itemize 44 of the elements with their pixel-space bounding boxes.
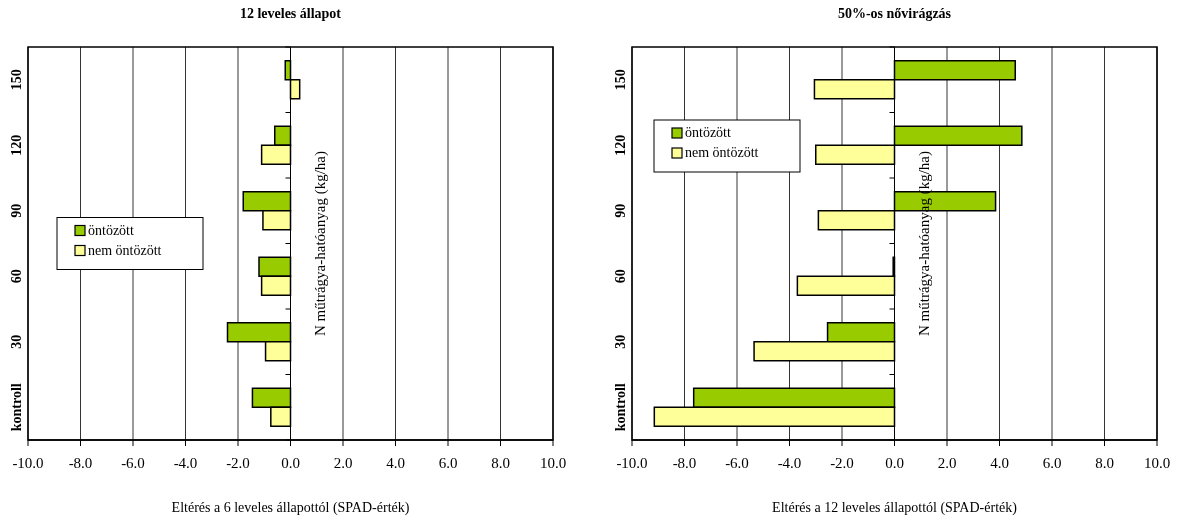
x-axis-title: Eltérés a 12 leveles állapottól (SPAD-érték) <box>772 500 1018 516</box>
x-tick-label: 6.0 <box>438 455 458 471</box>
y-tick-label: kontroll <box>612 383 628 432</box>
y-tick-label: kontroll <box>8 383 24 432</box>
y-tick-label: 150 <box>612 69 628 91</box>
chart-title: 50%-os nővirágzás <box>837 6 952 21</box>
y-tick-label: 90 <box>612 203 628 218</box>
x-tick-label: -2.0 <box>830 455 854 471</box>
x-tick-label: 8.0 <box>491 455 510 471</box>
x-tick-label: 2.0 <box>333 455 353 471</box>
x-tick-label: -2.0 <box>226 455 250 471</box>
x-tick-label: 0.0 <box>281 455 300 471</box>
y-tick-label: 60 <box>612 269 628 284</box>
y-tick-label: 120 <box>612 134 628 156</box>
x-tick-label: 6.0 <box>1042 455 1062 471</box>
x-tick-label: -10.0 <box>616 455 648 471</box>
x-tick-label: -4.0 <box>173 455 198 471</box>
x-tick-label: 2.0 <box>937 455 957 471</box>
x-tick-label: -6.0 <box>725 455 749 471</box>
x-tick-label: -8.0 <box>672 455 697 471</box>
y-tick-label: 90 <box>8 203 24 218</box>
legend-label: öntözött <box>88 222 134 238</box>
x-tick-label: -4.0 <box>777 455 802 471</box>
x-tick-label: 10.0 <box>1143 455 1171 471</box>
x-tick-label: 10.0 <box>539 455 567 471</box>
y-axis-title: N műtrágya-hatóanyag (kg/ha) <box>915 151 933 336</box>
x-tick-label: 4.0 <box>386 455 405 471</box>
x-tick-label: 0.0 <box>885 455 904 471</box>
chart-title: 12 leveles állapot <box>239 6 342 21</box>
x-tick-label: -6.0 <box>121 455 145 471</box>
legend-label: nem öntözött <box>685 145 759 160</box>
y-tick-label: 30 <box>8 334 24 349</box>
x-tick-label: 8.0 <box>1095 455 1114 471</box>
x-tick-label: -10.0 <box>12 455 44 471</box>
y-axis-title: N műtrágya-hatóanyag (kg/ha) <box>311 151 329 336</box>
y-tick-label: 120 <box>8 134 24 156</box>
x-tick-label: -8.0 <box>68 455 93 471</box>
y-tick-label: 60 <box>8 269 24 284</box>
y-tick-label: 150 <box>8 69 24 91</box>
x-axis-title: Eltérés a 6 leveles állapottól (SPAD-érték) <box>171 500 410 516</box>
y-tick-label: 30 <box>612 334 628 349</box>
x-tick-label: 4.0 <box>990 455 1009 471</box>
legend-label: öntözött <box>685 125 731 140</box>
legend-label: nem öntözött <box>88 242 162 258</box>
